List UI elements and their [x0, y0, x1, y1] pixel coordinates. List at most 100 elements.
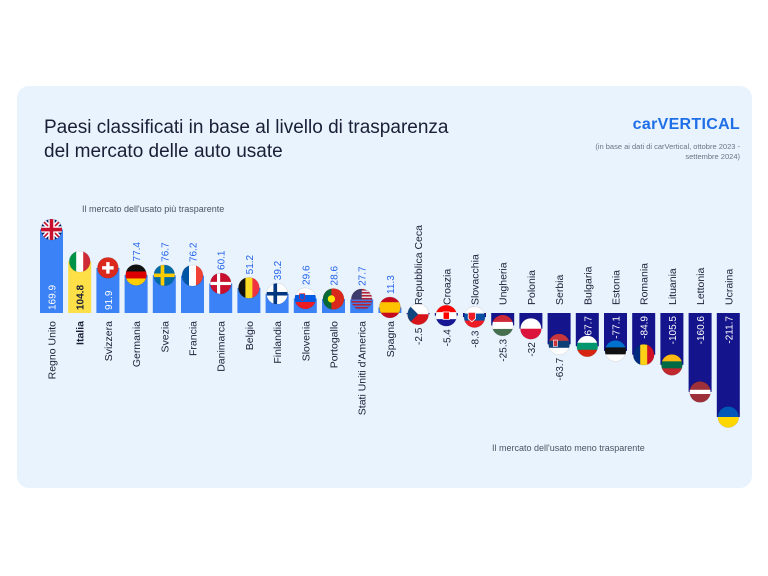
switzerland-flag-outline: [97, 257, 119, 279]
belgium-flag-icon: [238, 277, 260, 299]
category-label-spain: Spagna: [385, 321, 397, 357]
germany-flag-icon: [125, 264, 147, 286]
value-label-uk: 169.9: [48, 285, 59, 310]
category-label-denmark: Danimarca: [216, 321, 228, 372]
category-label-czechia: Repubblica Ceca: [413, 225, 425, 305]
croatia-flag-outline: [435, 304, 458, 327]
value-label-spain: 11.3: [386, 275, 397, 294]
croatia-flag-icon: [435, 305, 457, 327]
category-label-uk: Regno Unito: [47, 321, 59, 380]
portugal-flag-outline: [322, 288, 345, 310]
source-note: (in base ai dati di carVertical, ottobre…: [595, 142, 740, 161]
bulgaria-flag-icon: [576, 335, 598, 357]
italy-flag-icon: [69, 251, 91, 273]
category-label-bulgaria: Bulgaria: [582, 266, 594, 305]
sweden-flag-icon: [153, 264, 175, 286]
czechia-flag-icon: [407, 303, 429, 325]
bar-italy: [68, 261, 92, 313]
category-label-slovenia: Slovenia: [300, 321, 312, 361]
value-label-estonia: -77.1: [612, 316, 623, 339]
value-label-switzerland: 91.9: [104, 290, 115, 310]
ukraine-flag-icon: [717, 406, 739, 428]
denmark-flag-outline: [209, 272, 232, 295]
category-label-usa: Stati Uniti d'America: [357, 321, 369, 415]
value-label-romania: -84.9: [640, 316, 651, 339]
lithuania-flag-icon: [661, 354, 683, 376]
value-label-bulgaria: -67.7: [583, 316, 594, 339]
value-label-france: 76.2: [189, 242, 200, 262]
category-label-serbia: Serbia: [554, 274, 566, 305]
poland-flag-icon: [520, 318, 542, 340]
category-label-slovakia: Slovacchia: [470, 254, 482, 305]
value-label-usa: 27.7: [358, 266, 369, 286]
category-label-ukraine: Ucraina: [723, 269, 735, 305]
bar-uk: [40, 229, 63, 313]
finland-flag-icon: [266, 283, 288, 305]
category-label-belgium: Belgio: [244, 321, 256, 350]
belgium-flag-outline: [238, 277, 260, 299]
bulgaria-flag-outline: [576, 335, 599, 358]
estonia-flag-outline: [604, 340, 627, 362]
value-label-lithuania: -105.5: [668, 316, 679, 345]
value-label-germany: 77.4: [132, 242, 143, 262]
bar-usa: [350, 299, 374, 313]
switzerland-flag-icon: [97, 257, 119, 279]
ukraine-flag-outline: [717, 406, 740, 428]
usa-flag-icon: [351, 288, 373, 309]
category-label-latvia: Lettonia: [695, 267, 707, 305]
estonia-flag-icon: [605, 340, 626, 362]
finland-flag-outline: [266, 282, 288, 305]
value-label-croatia: -5.4: [442, 329, 453, 347]
uk-flag-outline: [40, 218, 63, 241]
germany-flag-outline: [125, 264, 147, 286]
value-label-finland: 39.2: [273, 260, 284, 280]
romania-flag-icon: [633, 344, 655, 366]
value-label-poland: -32: [527, 342, 538, 357]
category-label-croatia: Croazia: [441, 269, 453, 305]
value-label-slovenia: 29.6: [301, 265, 312, 285]
slovenia-flag-outline: [294, 287, 317, 310]
category-label-portugal: Portogallo: [329, 321, 341, 368]
sweden-flag-outline: [153, 264, 176, 287]
czechia-flag-outline: [407, 303, 429, 326]
poland-flag-outline: [520, 317, 542, 340]
most-transparent-note: Il mercato dell'usato più trasparente: [82, 204, 225, 214]
latvia-flag-icon: [689, 381, 711, 403]
value-label-sweden: 76.7: [160, 242, 171, 262]
category-label-romania: Romania: [639, 263, 651, 305]
value-label-belgium: 51.2: [245, 254, 256, 274]
bar-lithuania: [660, 313, 684, 365]
uk-flag-icon: [41, 219, 62, 241]
lithuania-flag-outline: [661, 354, 683, 376]
spain-flag-outline: [379, 296, 401, 319]
value-label-slovakia: -8.3: [471, 330, 482, 348]
bar-sweden: [152, 275, 176, 313]
hungary-flag-icon: [492, 314, 514, 336]
hungary-flag-outline: [491, 314, 514, 337]
bar-latvia: [688, 313, 712, 392]
category-label-estonia: Estonia: [611, 270, 623, 305]
category-label-italy: Italia: [75, 321, 87, 345]
france-flag-outline: [181, 264, 204, 287]
category-label-sweden: Svezia: [159, 321, 171, 353]
least-transparent-note: Il mercato dell'usato meno trasparente: [492, 443, 645, 453]
portugal-flag-icon: [323, 288, 344, 310]
category-label-switzerland: Svizzera: [103, 321, 115, 361]
category-label-france: Francia: [188, 321, 200, 356]
usa-flag-outline: [350, 288, 373, 311]
value-label-ukraine: -211.7: [724, 316, 735, 344]
value-label-serbia: -63.7: [555, 357, 566, 380]
serbia-flag-outline: [548, 333, 570, 356]
chart-title: Paesi classificati in base al livello di…: [44, 117, 449, 162]
italy-flag-outline: [68, 250, 91, 273]
slovakia-flag-outline: [463, 306, 486, 328]
bar-france: [181, 275, 204, 313]
category-label-lithuania: Lituania: [667, 268, 679, 305]
bar-estonia: [604, 313, 627, 351]
category-label-finland: Finlandia: [272, 321, 284, 364]
value-label-italy: 104.8: [76, 285, 87, 310]
bar-switzerland: [96, 267, 120, 313]
serbia-flag-icon: [548, 333, 570, 355]
france-flag-icon: [182, 265, 203, 287]
